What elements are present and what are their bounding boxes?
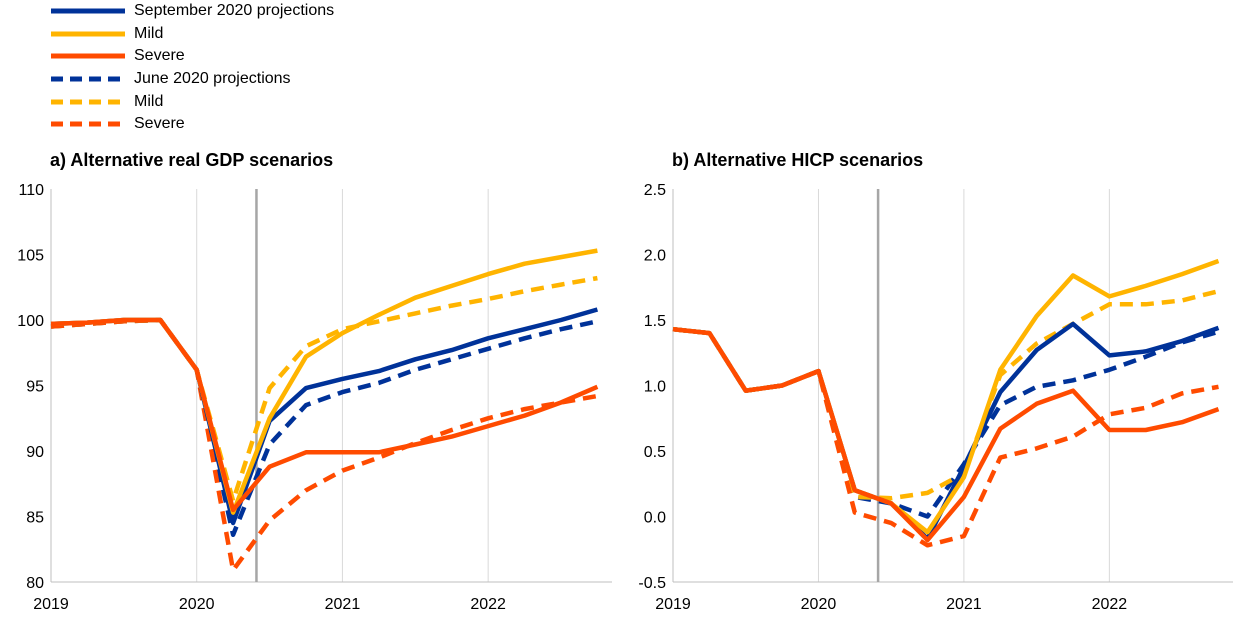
chart-a-title: a) Alternative real GDP scenarios: [50, 150, 334, 170]
legend-item: June 2020 projections: [48, 68, 334, 91]
chart-b-title: b) Alternative HICP scenarios: [672, 150, 924, 170]
legend-swatch: [51, 31, 125, 37]
legend-label: Severe: [134, 47, 185, 65]
x-tick-label: 2022: [470, 596, 506, 613]
legend-swatch: [51, 76, 125, 82]
legend-item: Mild: [48, 90, 334, 113]
legend-item: Severe: [48, 45, 334, 68]
legend-item: September 2020 projections: [48, 0, 334, 23]
x-tick-label: 2020: [179, 596, 215, 613]
series-line-june-2: [50, 317, 598, 573]
legend-label: Mild: [134, 24, 164, 42]
legend-label: June 2020 projections: [134, 70, 291, 88]
x-tick-label: 2019: [33, 596, 69, 613]
legend-label: Severe: [134, 115, 185, 133]
series-line-june-0: [50, 317, 598, 538]
legend-swatch: [51, 99, 125, 105]
series-line-june-1: [50, 275, 598, 504]
legend-swatch: [51, 121, 125, 127]
legend-swatch: [51, 8, 125, 14]
legend-item: Severe: [48, 113, 334, 136]
x-tick-label: 2021: [325, 596, 361, 613]
legend-item: Mild: [48, 23, 334, 46]
legend-label: September 2020 projections: [134, 2, 335, 20]
legend: September 2020 projections Mild Severe June…: [48, 0, 334, 136]
y-tick-label: 85: [26, 510, 44, 527]
legend-swatch: [51, 53, 125, 59]
y-tick-label: 100: [17, 313, 44, 330]
y-tick-label: 90: [26, 444, 44, 461]
y-tick-label: 105: [17, 248, 44, 265]
y-tick-label: 80: [26, 575, 44, 592]
y-tick-label: 110: [18, 182, 44, 199]
series-line-september-5: [50, 317, 599, 513]
y-tick-label: 95: [26, 379, 44, 396]
legend-label: Mild: [134, 92, 164, 110]
